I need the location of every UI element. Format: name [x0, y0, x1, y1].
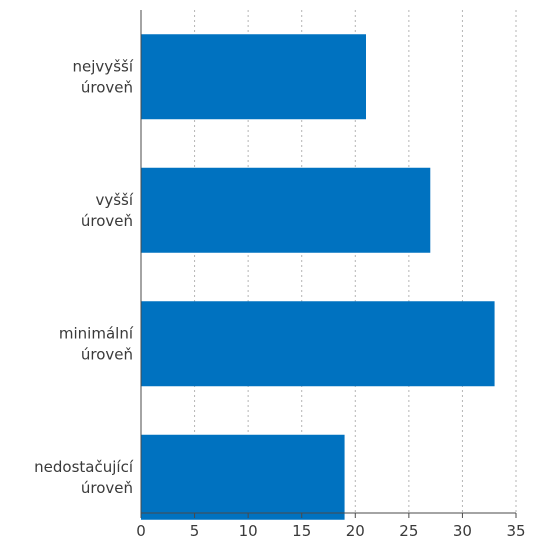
x-tick-label: 15 — [292, 522, 311, 540]
x-tick-label: 10 — [239, 522, 258, 540]
x-tick-label: 20 — [346, 522, 365, 540]
category-label: úroveň — [81, 479, 133, 497]
category-label: úroveň — [81, 212, 133, 230]
x-axis-ticks: 0 5 10 15 20 25 30 35 — [136, 513, 526, 540]
category-label: minimální — [59, 324, 134, 342]
bar — [141, 167, 431, 253]
category-label: úroveň — [81, 78, 133, 96]
bar — [141, 301, 495, 387]
x-tick-label: 25 — [399, 522, 418, 540]
axes — [140, 10, 516, 514]
category-label: úroveň — [81, 345, 133, 363]
category-label: vyšší — [95, 191, 133, 209]
bar — [141, 34, 366, 120]
category-label: nedostačující — [34, 458, 134, 476]
category-label: nejvyšší — [73, 57, 134, 75]
x-tick-label: 0 — [136, 522, 146, 540]
x-tick-label: 5 — [190, 522, 200, 540]
category-labels: nejvyšší úroveň vyšší úroveň minimální úroveň… — [34, 57, 134, 497]
x-tick-label: 30 — [453, 522, 472, 540]
gridlines — [194, 10, 517, 513]
bars — [141, 34, 495, 520]
bar — [141, 434, 345, 520]
x-tick-label: 35 — [506, 522, 525, 540]
